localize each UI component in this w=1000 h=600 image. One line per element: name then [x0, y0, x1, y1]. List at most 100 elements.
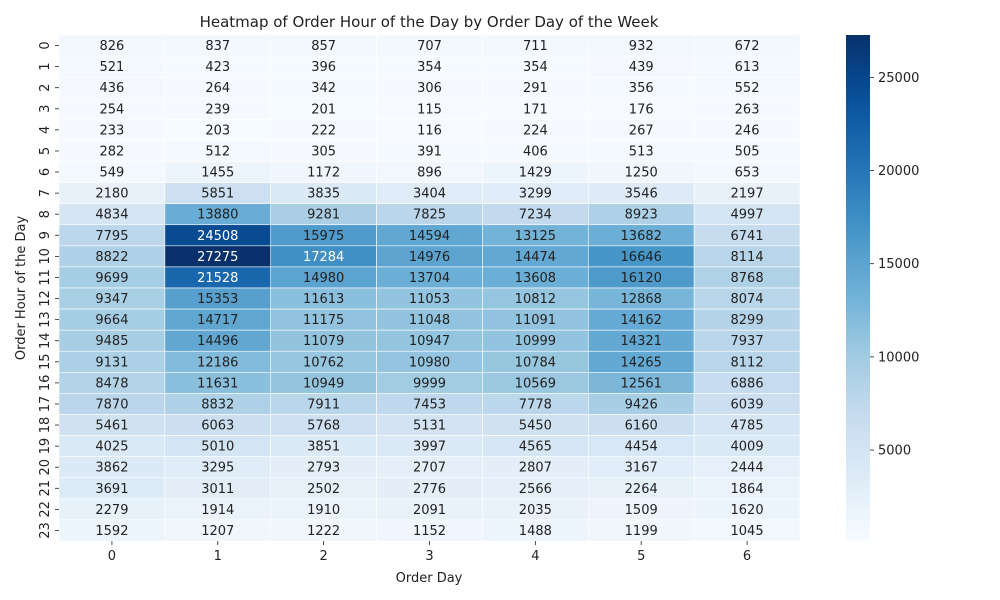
colorbar-tick-label: 10000 [878, 350, 919, 365]
cell-value-label: 10812 [515, 292, 556, 307]
cell-value-label: 6063 [201, 419, 234, 434]
cell-value-label: 3997 [413, 440, 446, 455]
cell-value-label: 11048 [409, 313, 450, 328]
cell-value-label: 8768 [731, 271, 764, 286]
cell-value-label: 11053 [409, 292, 450, 307]
cell-value-label: 14496 [197, 334, 238, 349]
cell-value-label: 857 [311, 39, 336, 54]
cell-value-label: 3691 [95, 482, 128, 497]
cell-value-label: 9485 [95, 334, 128, 349]
cell-value-label: 5450 [519, 419, 552, 434]
cell-value-label: 254 [100, 102, 125, 117]
cell-value-label: 263 [735, 102, 760, 117]
colorbar-tick-label: 5000 [878, 443, 911, 458]
cell-value-label: 896 [417, 166, 442, 181]
cell-value-label: 14980 [303, 271, 344, 286]
cell-value-label: 1152 [413, 524, 446, 539]
cell-value-label: 10980 [409, 355, 450, 370]
cell-value-label: 201 [311, 102, 336, 117]
x-axis-label: Order Day [396, 571, 463, 586]
cell-value-label: 342 [311, 81, 336, 96]
cell-value-label: 406 [523, 144, 548, 159]
cell-value-label: 1199 [625, 524, 658, 539]
cell-value-label: 13682 [621, 229, 662, 244]
cell-value-label: 1045 [731, 524, 764, 539]
cell-value-label: 711 [523, 39, 548, 54]
y-tick-label: 5 [38, 147, 53, 155]
y-tick-label: 8 [38, 210, 53, 218]
cell-value-label: 1864 [731, 482, 764, 497]
y-tick-label: 22 [38, 501, 53, 518]
cell-value-label: 246 [735, 123, 760, 138]
cell-value-label: 7234 [519, 208, 552, 223]
cell-value-label: 6039 [731, 397, 764, 412]
colorbar-ticks: 5000 10000 15000 20000 25000 [870, 71, 919, 458]
x-tick-label: 5 [637, 549, 645, 564]
cell-value-label: 6741 [731, 229, 764, 244]
cell-value-label: 7825 [413, 208, 446, 223]
cell-value-label: 115 [417, 102, 442, 117]
cell-value-label: 9131 [95, 355, 128, 370]
cell-value-label: 13880 [197, 208, 238, 223]
cell-value-label: 203 [205, 123, 230, 138]
cell-value-label: 14265 [621, 355, 662, 370]
cell-value-label: 672 [735, 39, 760, 54]
cell-value-label: 9347 [95, 292, 128, 307]
cell-value-label: 513 [629, 144, 654, 159]
cell-value-label: 10762 [303, 355, 344, 370]
cell-value-label: 12186 [197, 355, 238, 370]
x-axis-ticks: 0 1 2 3 4 5 6 [108, 541, 751, 564]
cell-value-label: 396 [311, 60, 336, 75]
cell-value-label: 837 [205, 39, 230, 54]
cell-value-label: 8299 [731, 313, 764, 328]
cell-value-label: 8112 [731, 355, 764, 370]
cell-value-label: 6160 [625, 419, 658, 434]
cell-value-label: 171 [523, 102, 548, 117]
cell-value-label: 11631 [197, 376, 238, 391]
cell-value-label: 282 [100, 144, 125, 159]
cell-value-label: 1250 [625, 166, 658, 181]
y-tick-label: 3 [38, 105, 53, 113]
y-axis-label: Order Hour of the Day [14, 216, 29, 361]
cell-value-label: 3546 [625, 187, 658, 202]
cell-value-label: 552 [735, 81, 760, 96]
cell-value-label: 10949 [303, 376, 344, 391]
cell-value-label: 15975 [303, 229, 344, 244]
cell-value-label: 14162 [621, 313, 662, 328]
cell-value-label: 15353 [197, 292, 238, 307]
cell-value-label: 354 [523, 60, 548, 75]
cell-value-label: 1509 [625, 503, 658, 518]
cell-value-label: 27275 [197, 250, 238, 265]
cell-value-label: 3835 [307, 187, 340, 202]
y-tick-label: 2 [38, 84, 53, 92]
cell-value-label: 356 [629, 81, 654, 96]
cell-value-label: 4025 [95, 440, 128, 455]
y-tick-label: 10 [38, 248, 53, 265]
cell-value-label: 8478 [95, 376, 128, 391]
cell-value-label: 826 [100, 39, 125, 54]
cell-value-label: 8832 [201, 397, 234, 412]
cell-value-label: 7937 [731, 334, 764, 349]
cell-value-label: 233 [100, 123, 125, 138]
cell-value-label: 932 [629, 39, 654, 54]
cell-value-label: 5131 [413, 419, 446, 434]
cell-value-label: 7911 [307, 397, 340, 412]
cell-value-label: 1910 [307, 503, 340, 518]
cell-value-label: 4454 [625, 440, 658, 455]
y-tick-label: 21 [38, 480, 53, 497]
cell-value-label: 16120 [621, 271, 662, 286]
cell-value-label: 11175 [303, 313, 344, 328]
colorbar-tick-label: 20000 [878, 164, 919, 179]
y-tick-label: 14 [38, 332, 53, 349]
cell-value-label: 1172 [307, 166, 340, 181]
x-tick-label: 6 [743, 549, 751, 564]
cell-value-label: 14717 [197, 313, 238, 328]
cell-value-label: 10999 [515, 334, 556, 349]
cell-value-label: 1455 [201, 166, 234, 181]
cell-value-label: 2264 [625, 482, 658, 497]
cell-value-label: 9426 [625, 397, 658, 412]
cell-value-label: 1207 [201, 524, 234, 539]
cell-value-label: 24508 [197, 229, 238, 244]
